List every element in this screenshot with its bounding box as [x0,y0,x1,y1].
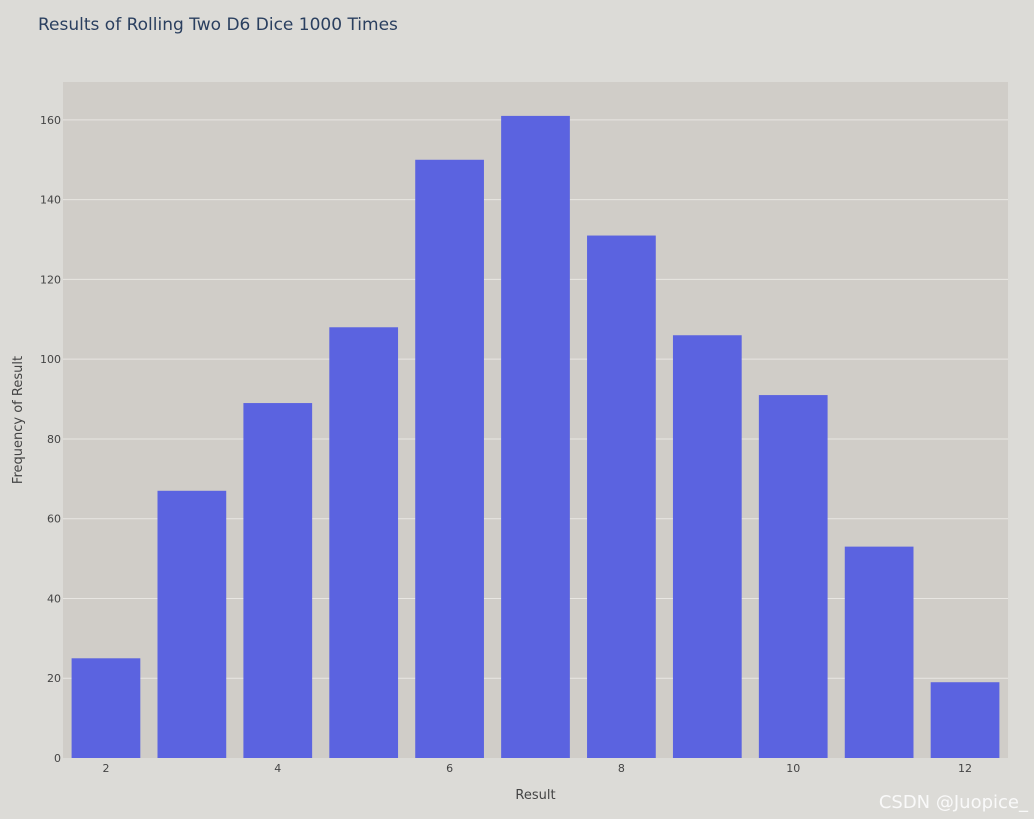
bar [930,682,1000,758]
y-tick-label: 120 [40,273,61,286]
y-tick-label: 20 [47,672,61,685]
x-tick-label: 12 [958,762,972,775]
x-tick-label: 10 [786,762,800,775]
bar [415,159,484,759]
x-tick-label: 6 [446,762,453,775]
bar [672,335,742,758]
y-tick-label: 160 [40,114,61,127]
y-axis-label: Frequency of Result [11,356,26,484]
y-tick-label: 0 [54,752,61,765]
bar [329,327,399,758]
bar [71,658,141,758]
bar [844,546,914,758]
x-axis-label: Result [515,788,555,803]
y-tick-label: 60 [47,513,61,526]
y-tick-label: 100 [40,353,61,366]
bar [243,403,313,758]
bar [501,115,570,758]
x-tick-label: 8 [618,762,625,775]
y-tick-label: 80 [47,433,61,446]
bar [587,235,656,758]
bar [758,395,828,758]
bar [157,490,227,758]
y-tick-label: 140 [40,194,61,207]
watermark: CSDN @Juopice_ [878,792,1028,813]
x-tick-label: 4 [274,762,281,775]
chart-title: Results of Rolling Two D6 Dice 1000 Time… [38,15,398,35]
y-tick-label: 40 [47,592,61,605]
x-tick-label: 2 [102,762,109,775]
